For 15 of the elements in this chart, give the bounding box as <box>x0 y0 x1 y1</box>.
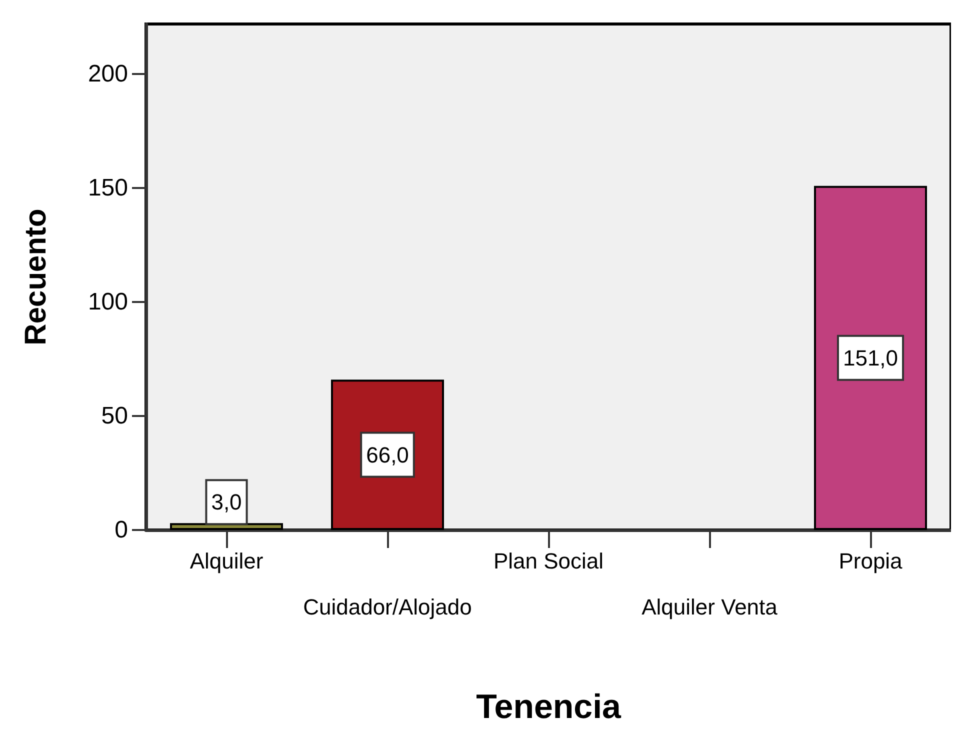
x-tick-label: Plan Social <box>493 548 604 574</box>
x-axis-title: Tenencia <box>476 688 622 726</box>
x-tick-label: Alquiler Venta <box>642 594 778 620</box>
x-tick-label: Propia <box>838 548 904 574</box>
y-axis-title: Recuento <box>20 208 52 346</box>
y-tick-label: 50 <box>101 402 128 430</box>
y-tick-label: 0 <box>114 516 128 544</box>
data-label: 66,0 <box>366 442 409 468</box>
y-tick-label: 200 <box>88 60 128 88</box>
y-tick-label: 100 <box>88 288 128 316</box>
data-label: 3,0 <box>211 490 242 515</box>
x-tick-label: Cuidador/Alojado <box>303 594 472 620</box>
data-label: 151,0 <box>842 345 898 370</box>
x-tick-label: Alquiler <box>190 548 264 574</box>
y-tick-label: 150 <box>88 174 128 202</box>
